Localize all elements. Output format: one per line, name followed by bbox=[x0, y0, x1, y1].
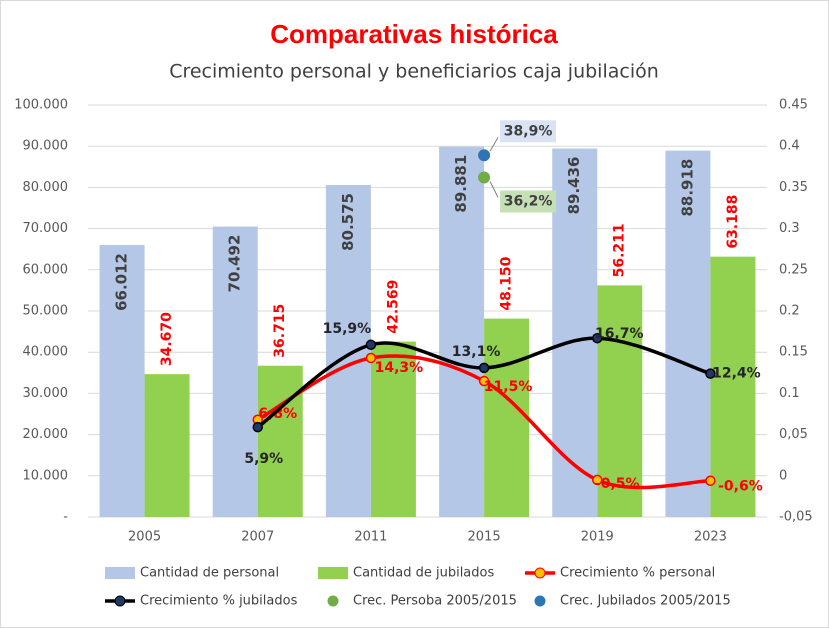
legend-label: Crecimiento % personal bbox=[560, 566, 715, 581]
bar bbox=[484, 318, 530, 517]
legend-marker bbox=[534, 567, 546, 579]
line-marker bbox=[365, 339, 377, 351]
scatter-marker bbox=[478, 171, 491, 184]
bar bbox=[212, 226, 258, 517]
bar-value-label: 56.211 bbox=[612, 223, 628, 277]
y-tick-label: 70.000 bbox=[23, 221, 69, 236]
callout-box bbox=[500, 120, 557, 143]
y-tick-label: 90.000 bbox=[23, 139, 69, 154]
line-value-label: 12,4% bbox=[712, 366, 761, 382]
bar bbox=[597, 285, 643, 517]
y2-tick-label: 0.2 bbox=[779, 304, 800, 319]
line-value-label: 13,1% bbox=[452, 344, 501, 360]
line-value-label: -0,6% bbox=[718, 479, 763, 495]
legend-label: Crec. Jubilados 2005/2015 bbox=[560, 594, 731, 609]
scatter-value-label: 38,9% bbox=[504, 123, 553, 139]
line-marker bbox=[478, 375, 490, 387]
line-value-label: 14,3% bbox=[375, 360, 424, 376]
scatter-value-label: 36,2% bbox=[504, 194, 553, 210]
legend-marker bbox=[327, 595, 339, 607]
x-tick-label: 2015 bbox=[468, 530, 501, 545]
callout-leader bbox=[489, 181, 499, 198]
callout-leader bbox=[489, 137, 499, 152]
legend-label: Cantidad de personal bbox=[140, 566, 279, 581]
x-tick-label: 2023 bbox=[694, 530, 727, 545]
line-marker bbox=[705, 368, 716, 379]
y2-tick-label: 0 bbox=[779, 468, 787, 483]
bar-value-label: 36.715 bbox=[272, 304, 288, 358]
bar bbox=[370, 341, 416, 517]
y2-tick-label: 0.15 bbox=[779, 345, 808, 360]
y2-tick-label: 0.4 bbox=[779, 139, 800, 154]
bar bbox=[552, 148, 598, 517]
line-value-label: 15,9% bbox=[323, 321, 372, 337]
bar-value-label: 66.012 bbox=[113, 253, 131, 311]
y2-tick-label: 0.45 bbox=[779, 98, 808, 113]
legend-marker bbox=[114, 595, 126, 607]
bar bbox=[665, 150, 711, 517]
y2-tick-label: 0.35 bbox=[779, 180, 808, 195]
bar-value-label: 89.436 bbox=[565, 157, 583, 215]
y-tick-label: - bbox=[63, 510, 68, 525]
line-marker bbox=[592, 332, 603, 344]
chart-subtitle: Crecimiento personal y beneficiarios caj… bbox=[169, 61, 659, 83]
bar-value-label: 48.150 bbox=[499, 256, 515, 310]
x-tick-label: 2007 bbox=[241, 530, 274, 545]
bar-value-label: 70.492 bbox=[226, 235, 244, 293]
bar bbox=[144, 374, 190, 517]
bar-value-label: 63.188 bbox=[725, 195, 741, 249]
y-tick-label: 20.000 bbox=[23, 427, 69, 442]
bar-value-label: 80.575 bbox=[339, 193, 357, 251]
line-marker bbox=[365, 352, 377, 364]
bar-value-label: 34.670 bbox=[159, 312, 175, 366]
y2-tick-label: 0.3 bbox=[779, 221, 800, 236]
y-tick-label: 30.000 bbox=[23, 386, 69, 401]
bar bbox=[439, 146, 485, 517]
y-tick-label: 60.000 bbox=[23, 262, 69, 277]
legend-label: Cantidad de jubilados bbox=[353, 566, 494, 581]
bar-value-label: 89.881 bbox=[452, 155, 470, 213]
bar bbox=[99, 245, 145, 517]
y-tick-label: 80.000 bbox=[23, 180, 69, 195]
line-value-label: -0,5% bbox=[595, 476, 640, 492]
line-value-label: 16,7% bbox=[595, 326, 644, 342]
y-tick-label: 10.000 bbox=[23, 468, 69, 483]
bar bbox=[325, 185, 371, 517]
x-tick-label: 2011 bbox=[354, 530, 387, 545]
line-value-label: 11,5% bbox=[484, 379, 533, 395]
y2-tick-label: -0,05 bbox=[779, 510, 813, 525]
x-tick-label: 2019 bbox=[581, 530, 614, 545]
bar bbox=[710, 256, 756, 517]
legend-marker bbox=[534, 595, 546, 607]
y-tick-label: 40.000 bbox=[23, 345, 69, 360]
y2-tick-label: 0.25 bbox=[779, 262, 808, 277]
callout-box bbox=[500, 190, 557, 213]
line-marker bbox=[478, 362, 490, 374]
scatter-marker bbox=[478, 149, 491, 162]
x-tick-label: 2005 bbox=[128, 530, 161, 545]
y2-tick-label: 0,05 bbox=[779, 427, 808, 442]
line-marker bbox=[592, 474, 603, 486]
line-value-label: 5,9% bbox=[244, 451, 283, 467]
legend-swatch bbox=[105, 567, 135, 579]
chart-title: Comparativas histórica bbox=[270, 19, 558, 49]
legend-label: Crec. Persoba 2005/2015 bbox=[353, 594, 517, 609]
y-tick-label: 50.000 bbox=[23, 304, 69, 319]
line-marker bbox=[705, 475, 716, 486]
line-marker bbox=[252, 421, 263, 433]
legend-label: Crecimiento % jubilados bbox=[140, 594, 298, 609]
bar-value-label: 88.918 bbox=[678, 159, 696, 217]
bar-value-label: 42.569 bbox=[385, 280, 401, 334]
legend-swatch bbox=[318, 567, 348, 579]
y-tick-label: 100.000 bbox=[14, 98, 68, 113]
y2-tick-label: 0.1 bbox=[779, 386, 800, 401]
bar bbox=[257, 365, 303, 517]
